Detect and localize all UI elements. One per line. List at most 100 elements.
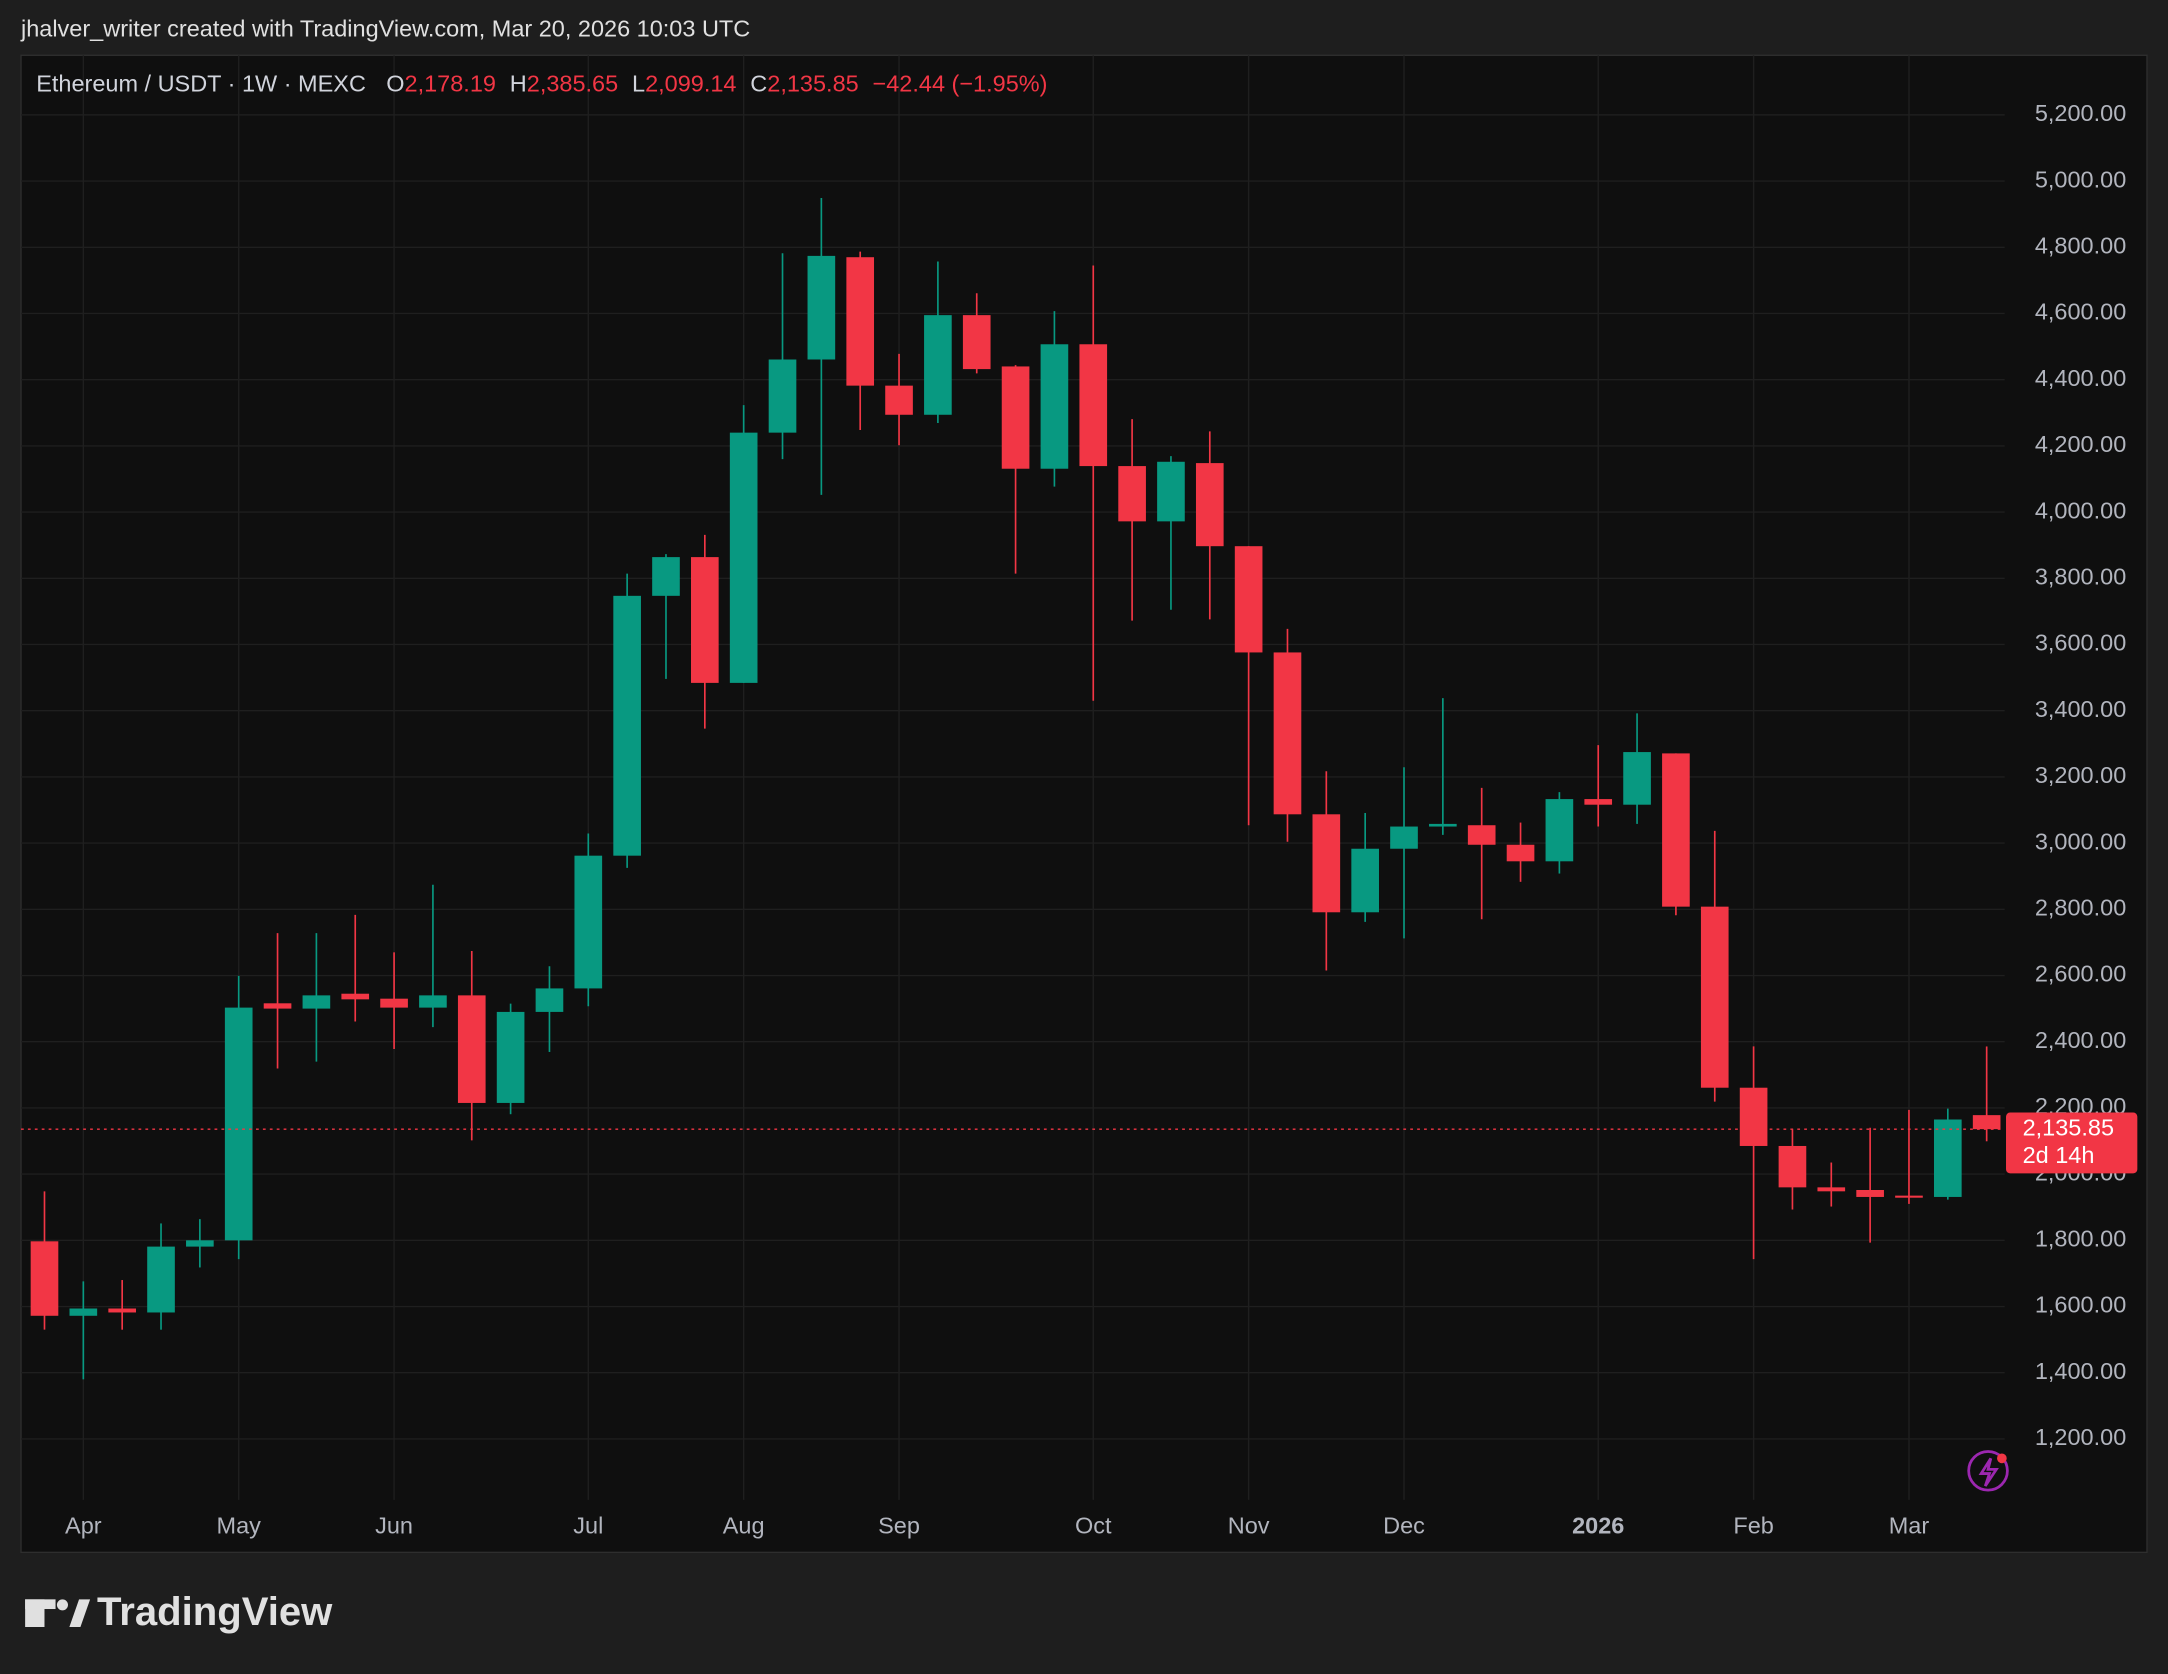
candle-body <box>30 1241 59 1316</box>
candle-body <box>1623 752 1651 805</box>
countdown-label: 2d 14h <box>2023 1142 2095 1168</box>
candle-body <box>380 998 408 1008</box>
candle-body <box>691 557 719 683</box>
candle-body <box>1351 848 1379 913</box>
x-tick-label: May <box>217 1513 262 1539</box>
x-tick-label: Apr <box>65 1513 102 1539</box>
candle-body <box>1778 1145 1807 1188</box>
y-tick-label: 1,200.00 <box>2035 1424 2126 1450</box>
symbol: Ethereum / USDT · 1W · MEXC <box>36 71 366 97</box>
candle-body <box>263 1003 292 1009</box>
y-tick-label: 3,400.00 <box>2035 696 2126 722</box>
y-tick-label: 5,000.00 <box>2035 166 2126 192</box>
x-tick-label: 2026 <box>1572 1513 1624 1539</box>
y-tick-label: 4,200.00 <box>2035 431 2126 457</box>
legend-change: −42.44 (−1.95%) <box>873 71 1048 97</box>
candle-body <box>652 557 680 596</box>
candle-body <box>846 257 875 386</box>
candle-body <box>1856 1190 1884 1197</box>
candle-body <box>1972 1115 2001 1130</box>
y-tick-label: 4,600.00 <box>2035 299 2126 325</box>
candle-body <box>1933 1119 1962 1197</box>
candle-body <box>1118 466 1146 522</box>
x-tick-label: Nov <box>1228 1513 1270 1539</box>
y-tick-label: 1,800.00 <box>2035 1226 2126 1252</box>
candle-body <box>885 385 913 415</box>
y-tick-label: 2,800.00 <box>2035 895 2126 921</box>
legend-value: 2,099.14 <box>645 71 736 97</box>
last-price-label: 2,135.85 <box>2023 1114 2114 1140</box>
candle-body <box>1700 906 1729 1088</box>
candle-body <box>147 1246 175 1313</box>
y-tick-label: 3,800.00 <box>2035 563 2126 589</box>
y-tick-label: 5,200.00 <box>2035 100 2126 126</box>
candles <box>20 197 2005 1380</box>
chart-panel <box>20 54 2148 1554</box>
candle-body <box>1817 1187 1846 1192</box>
candle-body <box>302 995 331 1009</box>
y-tick-label: 1,400.00 <box>2035 1358 2126 1384</box>
attribution: jhalver_writer created with TradingView.… <box>20 16 750 42</box>
candle-body <box>1312 814 1341 913</box>
y-tick-label: 2,600.00 <box>2035 961 2126 987</box>
candle-body <box>108 1308 136 1313</box>
legend-key: H <box>510 71 527 97</box>
candle-body <box>1584 799 1613 805</box>
candle-body <box>574 855 603 989</box>
y-tick-label: 3,200.00 <box>2035 762 2126 788</box>
candle-body <box>1390 826 1418 849</box>
candle-body <box>924 315 952 415</box>
brand: TradingView <box>97 1590 333 1634</box>
candle-body <box>1234 546 1263 653</box>
x-tick-label: Jul <box>573 1513 603 1539</box>
y-tick-label: 4,800.00 <box>2035 232 2126 258</box>
legend-key: L <box>632 71 645 97</box>
legend-value: 2,385.65 <box>527 71 618 97</box>
candle-body <box>341 993 370 1000</box>
legend-value: 2,135.85 <box>767 71 858 97</box>
candle-body <box>1273 652 1302 815</box>
candle-body <box>729 432 758 683</box>
x-tick-label: Oct <box>1075 1513 1112 1539</box>
legend-value: 2,178.19 <box>405 71 496 97</box>
candle-body <box>807 255 836 360</box>
candle-body <box>962 315 991 370</box>
candle-body <box>1157 461 1185 522</box>
x-tick-label: Sep <box>878 1513 920 1539</box>
candle-body <box>1506 844 1535 862</box>
candle-body <box>1429 823 1457 827</box>
candle-body <box>1662 753 1690 907</box>
x-tick-label: Feb <box>1733 1513 1773 1539</box>
candle-body <box>1001 366 1030 469</box>
legend-key: C <box>750 71 767 97</box>
candle-body <box>1545 799 1574 862</box>
candle-body <box>69 1308 98 1316</box>
candle-body <box>535 988 564 1012</box>
candle-body <box>1739 1087 1768 1146</box>
candle-body <box>186 1240 214 1247</box>
candle-body <box>496 1011 525 1103</box>
y-tick-label: 4,000.00 <box>2035 497 2126 523</box>
candle-body <box>457 995 486 1103</box>
legend: Ethereum / USDT · 1W · MEXC O2,178.19 H2,… <box>36 71 1047 97</box>
x-tick-label: Mar <box>1889 1513 1930 1539</box>
candle-body <box>1195 463 1224 547</box>
candle-body <box>613 595 641 856</box>
candle-body <box>224 1007 253 1241</box>
legend-key: O <box>386 71 404 97</box>
candle-body <box>419 995 447 1008</box>
x-tick-label: Aug <box>723 1513 765 1539</box>
logo-icon <box>25 1599 91 1628</box>
y-tick-label: 4,400.00 <box>2035 365 2126 391</box>
candle-body <box>1467 825 1496 845</box>
x-tick-label: Dec <box>1383 1513 1425 1539</box>
lightning-icon[interactable] <box>1967 1450 2009 1492</box>
y-tick-label: 3,000.00 <box>2035 828 2126 854</box>
notification-dot <box>1997 1453 2007 1464</box>
y-tick-label: 2,400.00 <box>2035 1027 2126 1053</box>
candle-body <box>1079 344 1108 467</box>
candle-body <box>1040 344 1069 469</box>
y-tick-label: 3,600.00 <box>2035 630 2126 656</box>
